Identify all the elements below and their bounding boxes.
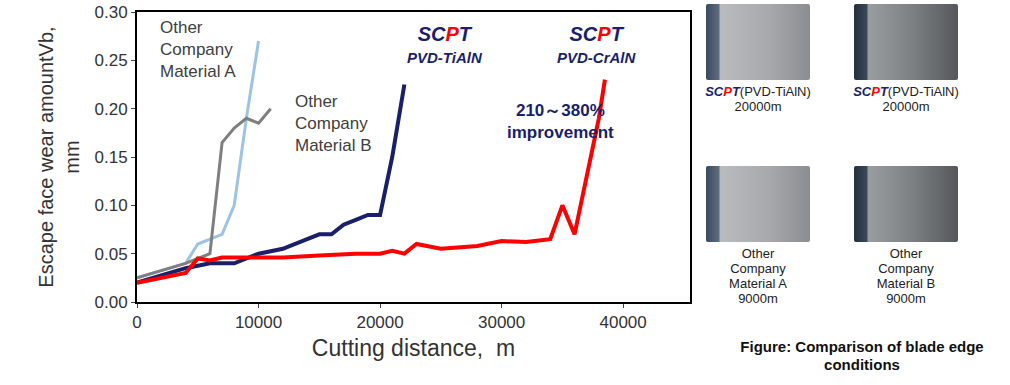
svg-text:40000: 40000 xyxy=(600,313,647,332)
html-text:Other: Other xyxy=(741,246,775,261)
svg-text:OtherCompanyMaterial B: OtherCompanyMaterial B xyxy=(295,92,372,155)
svg-text:0: 0 xyxy=(132,313,141,332)
html-text:Figure: Comparison of blade ed: Figure: Comparison of blade edge conditi… xyxy=(740,338,984,373)
svg-text:SCPTPVD-TiAlN: SCPTPVD-TiAlN xyxy=(407,23,483,66)
svg-text:0.25: 0.25 xyxy=(95,51,128,70)
svg-text:10000: 10000 xyxy=(235,313,282,332)
html-text:9000m: 9000m xyxy=(738,291,778,306)
svg-text:0.20: 0.20 xyxy=(95,100,128,119)
svg-text:OtherCompanyMaterial A: OtherCompanyMaterial A xyxy=(160,18,236,81)
svg-text:0.10: 0.10 xyxy=(95,196,128,215)
html-text:Company: Company xyxy=(730,261,786,276)
html-text:20000m: 20000m xyxy=(882,99,930,114)
svg-text:210～380%improvement: 210～380%improvement xyxy=(507,101,614,142)
html-text:9000m: 9000m xyxy=(886,291,926,306)
html-text:S C P T (PVD-TiAlN): S C P T (PVD-TiAlN) xyxy=(853,84,959,99)
svg-text:0.05: 0.05 xyxy=(95,245,128,264)
svg-text:Escape face wear amountVb,mm: Escape face wear amountVb,mm xyxy=(35,26,83,287)
html-text:20000m: 20000m xyxy=(734,99,782,114)
svg-text:0.15: 0.15 xyxy=(95,148,128,167)
svg-text:SCPTPVD-CrAlN: SCPTPVD-CrAlN xyxy=(557,23,637,66)
svg-text:0.30: 0.30 xyxy=(95,3,128,22)
svg-text:30000: 30000 xyxy=(478,313,525,332)
html-text:Material B: Material B xyxy=(876,276,936,291)
svg-text:Cutting distance, m: Cutting distance, m xyxy=(312,335,515,361)
svg-text:20000: 20000 xyxy=(356,313,403,332)
svg-text:0.00: 0.00 xyxy=(95,293,128,312)
html-text:Other: Other xyxy=(889,246,923,261)
html-text:S C P T (PVD-TiAlN): S C P T (PVD-TiAlN) xyxy=(705,84,811,99)
html-text:Company: Company xyxy=(878,261,934,276)
html-text:Material A: Material A xyxy=(729,276,787,291)
